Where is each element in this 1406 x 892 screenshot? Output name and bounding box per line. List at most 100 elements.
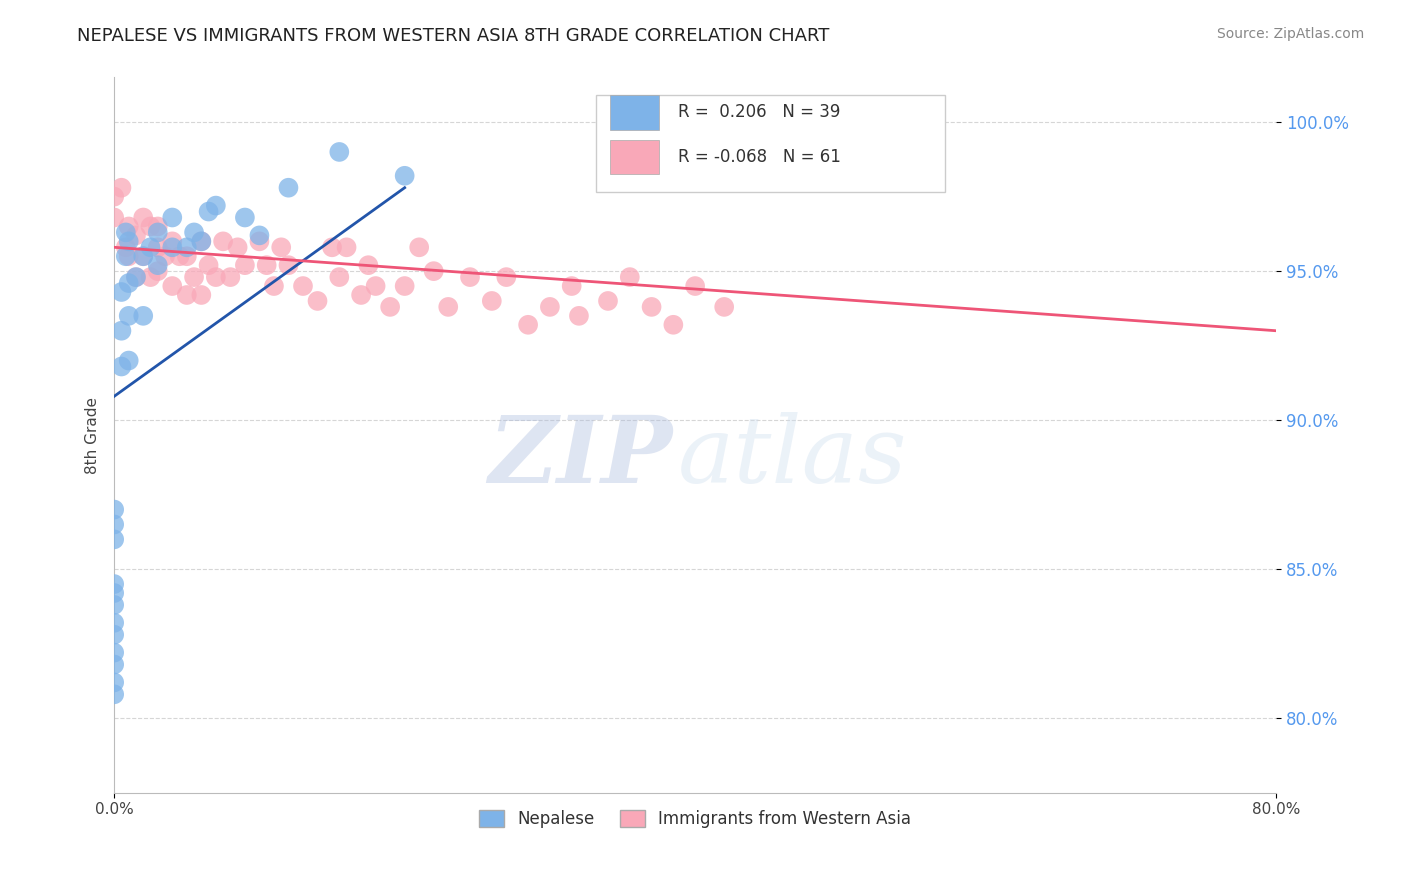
Point <box>233 258 256 272</box>
Point <box>162 211 184 225</box>
Point <box>162 240 184 254</box>
Point <box>146 219 169 234</box>
Point <box>162 279 184 293</box>
Point <box>162 235 184 249</box>
Point <box>249 228 271 243</box>
Point <box>596 293 619 308</box>
Point <box>110 180 132 194</box>
Point <box>103 502 125 516</box>
Point <box>114 249 136 263</box>
Point <box>364 279 387 293</box>
FancyBboxPatch shape <box>610 140 659 174</box>
Point <box>190 235 212 249</box>
Point <box>146 258 169 272</box>
Point <box>568 309 591 323</box>
Point <box>350 288 373 302</box>
Point <box>190 288 212 302</box>
Point <box>458 270 481 285</box>
Point <box>619 270 641 285</box>
Point <box>495 270 517 285</box>
Point <box>103 189 125 203</box>
Point <box>103 675 125 690</box>
Point <box>561 279 583 293</box>
Point <box>335 240 357 254</box>
Point <box>118 353 141 368</box>
Point <box>103 598 125 612</box>
Legend: Nepalese, Immigrants from Western Asia: Nepalese, Immigrants from Western Asia <box>472 803 918 834</box>
Point <box>169 249 191 263</box>
Point <box>205 198 228 212</box>
Point <box>146 264 169 278</box>
Point <box>110 324 132 338</box>
Point <box>205 270 228 285</box>
Point <box>277 258 299 272</box>
Point <box>132 249 155 263</box>
Point <box>176 249 198 263</box>
Point <box>328 270 350 285</box>
Point <box>146 240 169 254</box>
Point <box>481 293 503 308</box>
Point <box>408 240 430 254</box>
Point <box>125 270 148 285</box>
Point <box>103 533 125 547</box>
Point <box>713 300 735 314</box>
Point <box>103 687 125 701</box>
Point <box>394 169 416 183</box>
Point <box>139 240 162 254</box>
Point <box>307 293 329 308</box>
Point <box>233 211 256 225</box>
Point <box>662 318 685 332</box>
Point <box>118 276 141 290</box>
Point <box>153 249 176 263</box>
Point <box>437 300 460 314</box>
Point <box>103 517 125 532</box>
Point <box>132 211 155 225</box>
Text: ZIP: ZIP <box>488 411 672 501</box>
Point <box>249 235 271 249</box>
Point <box>683 279 706 293</box>
Point <box>110 359 132 374</box>
Point <box>118 249 141 263</box>
Point <box>263 279 285 293</box>
Point <box>270 240 292 254</box>
Point <box>176 288 198 302</box>
Point <box>422 264 444 278</box>
Point <box>538 300 561 314</box>
Point <box>114 240 136 254</box>
Point <box>132 249 155 263</box>
FancyBboxPatch shape <box>610 95 659 129</box>
Point <box>118 309 141 323</box>
Point <box>103 615 125 630</box>
Point <box>256 258 278 272</box>
Point <box>219 270 242 285</box>
Point <box>139 270 162 285</box>
Text: NEPALESE VS IMMIGRANTS FROM WESTERN ASIA 8TH GRADE CORRELATION CHART: NEPALESE VS IMMIGRANTS FROM WESTERN ASIA… <box>77 27 830 45</box>
Point <box>110 285 132 299</box>
Text: R = -0.068   N = 61: R = -0.068 N = 61 <box>678 148 841 166</box>
Y-axis label: 8th Grade: 8th Grade <box>86 397 100 474</box>
Point <box>125 228 148 243</box>
Point <box>197 204 219 219</box>
Point <box>321 240 343 254</box>
Point <box>103 211 125 225</box>
Point <box>125 270 148 285</box>
Point <box>517 318 540 332</box>
Point <box>640 300 662 314</box>
Point <box>277 180 299 194</box>
Point <box>197 258 219 272</box>
Point <box>328 145 350 159</box>
Point <box>212 235 235 249</box>
Point <box>226 240 249 254</box>
Point <box>132 309 155 323</box>
Point <box>118 219 141 234</box>
Point <box>103 586 125 600</box>
Point <box>357 258 380 272</box>
Point <box>103 628 125 642</box>
Point <box>176 240 198 254</box>
Point <box>103 657 125 672</box>
Point <box>114 226 136 240</box>
Point <box>103 577 125 591</box>
Point <box>183 270 205 285</box>
Point <box>118 235 141 249</box>
Text: atlas: atlas <box>678 411 907 501</box>
